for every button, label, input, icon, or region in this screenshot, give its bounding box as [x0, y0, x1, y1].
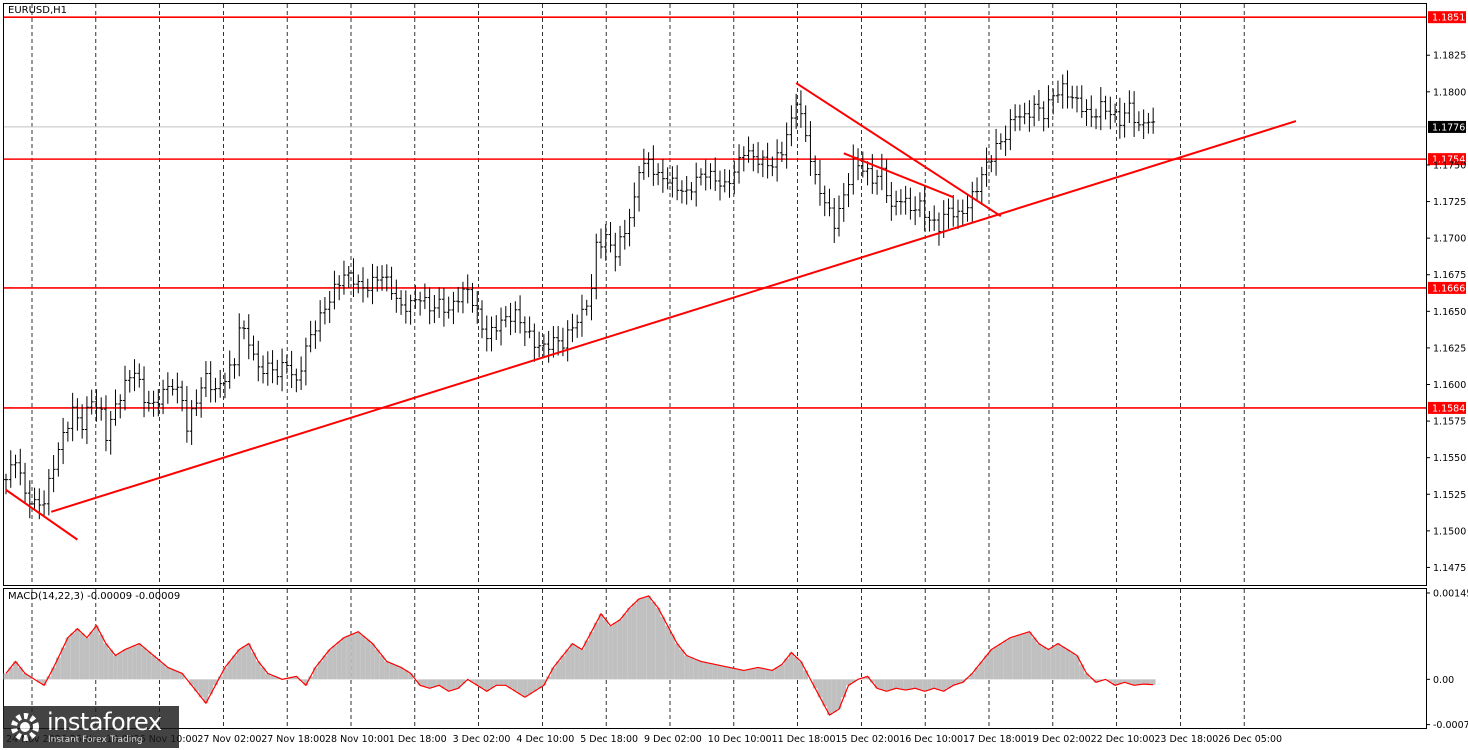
time-label: 9 Dec 02:00 — [644, 734, 702, 745]
instaforex-logo: instaforex Instant Forex Trading — [3, 706, 179, 748]
logo-mark-icon — [11, 713, 39, 741]
current-price-label: 1.1776 — [1432, 122, 1465, 133]
logo-wordmark: instaforex — [47, 708, 162, 736]
time-label: 27 Nov 02:00 — [197, 734, 261, 745]
price-tick-label: 1.1700 — [1433, 234, 1466, 245]
price-tick-label: 1.1625 — [1433, 343, 1466, 354]
time-label: 27 Nov 18:00 — [261, 734, 325, 745]
price-tick-label: 1.1475 — [1433, 563, 1466, 574]
price-tick-label: 1.1525 — [1433, 490, 1466, 501]
time-label: 15 Dec 02:00 — [835, 734, 899, 745]
symbol-title: EURUSD,H1 — [8, 5, 67, 16]
price-tick-label: 1.1725 — [1433, 197, 1466, 208]
macd-tick-label: 0.00145 — [1433, 588, 1468, 599]
price-tick-label: 1.1575 — [1433, 417, 1466, 428]
time-label: 28 Nov 10:00 — [325, 734, 389, 745]
time-label: 26 Dec 05:00 — [1218, 734, 1282, 745]
macd-tick-label: 0.00 — [1433, 675, 1454, 686]
time-label: 3 Dec 02:00 — [453, 734, 511, 745]
macd-signal-line — [5, 595, 1154, 716]
current-price-tag — [1428, 120, 1466, 133]
trendline — [50, 120, 1297, 513]
macd-title: MACD(14,22,3) -0.00009 -0.00009 — [8, 591, 180, 602]
time-label: 10 Dec 10:00 — [708, 734, 772, 745]
time-label: 22 Dec 10:00 — [1091, 734, 1155, 745]
price-tick-label: 1.1800 — [1433, 87, 1466, 98]
price-tick-label: 1.1650 — [1433, 307, 1466, 318]
time-label: 11 Dec 18:00 — [772, 734, 836, 745]
level-tag — [1428, 153, 1466, 166]
trendline — [795, 82, 1002, 218]
time-label: 1 Dec 18:00 — [389, 734, 447, 745]
logo-tagline: Instant Forex Trading — [48, 735, 143, 745]
price-tick-label: 1.1750 — [1433, 160, 1466, 171]
trendline — [843, 152, 954, 199]
price-tick-label: 1.1675 — [1433, 270, 1466, 281]
main-chart-frame — [3, 3, 1427, 586]
macd-histogram — [3, 595, 1156, 716]
price-tick-label: 1.1550 — [1433, 453, 1466, 464]
macd-frame — [3, 588, 1427, 729]
time-label: 4 Dec 10:00 — [516, 734, 574, 745]
level-tag — [1428, 11, 1466, 24]
level-tag-label: 1.1851 — [1432, 13, 1465, 24]
time-label: 16 Dec 10:00 — [899, 734, 963, 745]
price-axis: 1.1851 1.1754 1.1666 1.1584 1.1475 1.1500 1.15… — [1426, 11, 1468, 731]
level-tag-label: 1.1754 — [1432, 155, 1465, 166]
price-tick-label: 1.1500 — [1433, 526, 1466, 537]
time-label: 17 Dec 18:00 — [963, 734, 1027, 745]
time-label: 23 Dec 18:00 — [1154, 734, 1218, 745]
price-tick-label: 1.1600 — [1433, 380, 1466, 391]
trendlines — [5, 82, 1297, 541]
time-label: 19 Dec 02:00 — [1027, 734, 1091, 745]
grid-lines — [4, 4, 1426, 728]
level-tag — [1428, 281, 1466, 294]
horizontal-levels — [4, 16, 1426, 409]
trendline — [5, 489, 78, 541]
level-tag-label: 1.1666 — [1432, 283, 1465, 294]
level-tag — [1428, 401, 1466, 414]
price-tick-label: 1.1825 — [1433, 51, 1466, 62]
level-tag-label: 1.1584 — [1432, 403, 1465, 414]
macd-tick-label: -0.00076 — [1433, 720, 1468, 731]
time-label: 5 Dec 18:00 — [580, 734, 638, 745]
price-candles — [4, 70, 1156, 520]
